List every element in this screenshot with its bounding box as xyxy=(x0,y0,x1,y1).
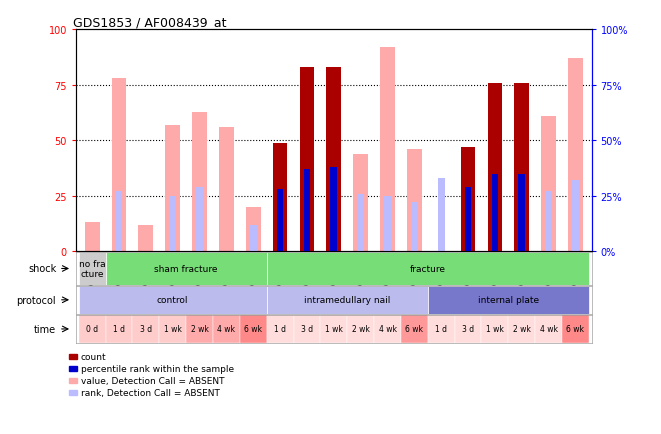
Text: internal plate: internal plate xyxy=(478,296,539,305)
Bar xyxy=(240,315,266,343)
Bar xyxy=(488,83,502,252)
Bar xyxy=(411,203,418,252)
Text: 1 wk: 1 wk xyxy=(164,325,182,334)
Bar xyxy=(508,315,535,343)
Text: 0 d: 0 d xyxy=(86,325,98,334)
Bar xyxy=(541,117,556,252)
Text: time: time xyxy=(34,324,56,334)
Text: protocol: protocol xyxy=(17,295,56,305)
Text: percentile rank within the sample: percentile rank within the sample xyxy=(81,364,234,373)
Bar xyxy=(518,174,525,252)
Bar xyxy=(250,225,256,252)
Text: 1 d: 1 d xyxy=(113,325,125,334)
Bar xyxy=(465,183,471,252)
Text: 1 d: 1 d xyxy=(274,325,286,334)
Bar xyxy=(380,48,395,252)
Bar xyxy=(562,315,589,343)
Bar xyxy=(132,315,159,343)
Text: fracture: fracture xyxy=(410,264,446,273)
Bar xyxy=(116,192,122,252)
Text: shock: shock xyxy=(28,264,56,274)
Text: 1 d: 1 d xyxy=(435,325,447,334)
Text: 3 d: 3 d xyxy=(462,325,474,334)
Bar xyxy=(545,192,552,252)
Bar xyxy=(85,223,100,252)
Bar xyxy=(299,68,315,252)
Text: 3 d: 3 d xyxy=(301,325,313,334)
Bar xyxy=(327,68,341,252)
Bar xyxy=(293,315,321,343)
Bar xyxy=(461,148,475,252)
Bar xyxy=(196,187,203,252)
Bar xyxy=(353,155,368,252)
Bar xyxy=(138,225,153,252)
Bar xyxy=(455,315,481,343)
Text: count: count xyxy=(81,352,106,361)
Text: value, Detection Call = ABSENT: value, Detection Call = ABSENT xyxy=(81,376,224,385)
Bar xyxy=(428,315,455,343)
Bar xyxy=(481,315,508,343)
Bar xyxy=(514,83,529,252)
Bar xyxy=(106,315,132,343)
Bar xyxy=(347,315,374,343)
Bar xyxy=(219,128,234,252)
Bar xyxy=(299,70,315,252)
Bar xyxy=(169,196,176,252)
Bar xyxy=(277,187,284,252)
Bar xyxy=(192,112,207,252)
Bar xyxy=(106,253,266,285)
Text: 4 wk: 4 wk xyxy=(539,325,558,334)
Bar xyxy=(465,187,471,252)
Text: 6 wk: 6 wk xyxy=(566,325,584,334)
Text: GDS1853 / AF008439_at: GDS1853 / AF008439_at xyxy=(73,16,227,29)
Bar xyxy=(321,315,347,343)
Bar xyxy=(246,207,260,252)
Text: 1 wk: 1 wk xyxy=(325,325,343,334)
Bar xyxy=(159,315,186,343)
Text: intramedullary nail: intramedullary nail xyxy=(304,296,391,305)
Text: no fra
cture: no fra cture xyxy=(79,259,106,279)
Bar xyxy=(492,181,498,252)
Bar xyxy=(330,168,337,252)
Bar xyxy=(374,315,401,343)
Bar xyxy=(273,143,288,252)
Bar xyxy=(303,170,310,252)
Bar xyxy=(186,315,213,343)
Bar xyxy=(79,286,266,314)
Bar xyxy=(213,315,240,343)
Text: 2 wk: 2 wk xyxy=(513,325,531,334)
Bar xyxy=(358,194,364,252)
Bar xyxy=(428,286,589,314)
Bar xyxy=(492,174,498,252)
Bar xyxy=(112,79,126,252)
Text: 2 wk: 2 wk xyxy=(190,325,208,334)
Text: rank, Detection Call = ABSENT: rank, Detection Call = ABSENT xyxy=(81,388,219,397)
Bar xyxy=(535,315,562,343)
Bar xyxy=(518,179,525,252)
Bar xyxy=(384,196,391,252)
Bar xyxy=(266,253,589,285)
Text: 4 wk: 4 wk xyxy=(379,325,397,334)
Text: 3 d: 3 d xyxy=(139,325,152,334)
Bar xyxy=(277,190,284,252)
Bar xyxy=(79,315,106,343)
Bar xyxy=(79,253,106,285)
Text: 6 wk: 6 wk xyxy=(405,325,423,334)
Text: 4 wk: 4 wk xyxy=(217,325,235,334)
Bar xyxy=(401,315,428,343)
Text: 2 wk: 2 wk xyxy=(352,325,369,334)
Bar xyxy=(407,150,422,252)
Bar xyxy=(266,315,293,343)
Text: control: control xyxy=(157,296,188,305)
Bar xyxy=(572,181,579,252)
Bar xyxy=(165,125,180,252)
Bar xyxy=(330,165,337,252)
Bar xyxy=(438,179,445,252)
Bar xyxy=(568,59,583,252)
Text: 6 wk: 6 wk xyxy=(245,325,262,334)
Bar xyxy=(266,286,428,314)
Text: 1 wk: 1 wk xyxy=(486,325,504,334)
Text: sham fracture: sham fracture xyxy=(155,264,218,273)
